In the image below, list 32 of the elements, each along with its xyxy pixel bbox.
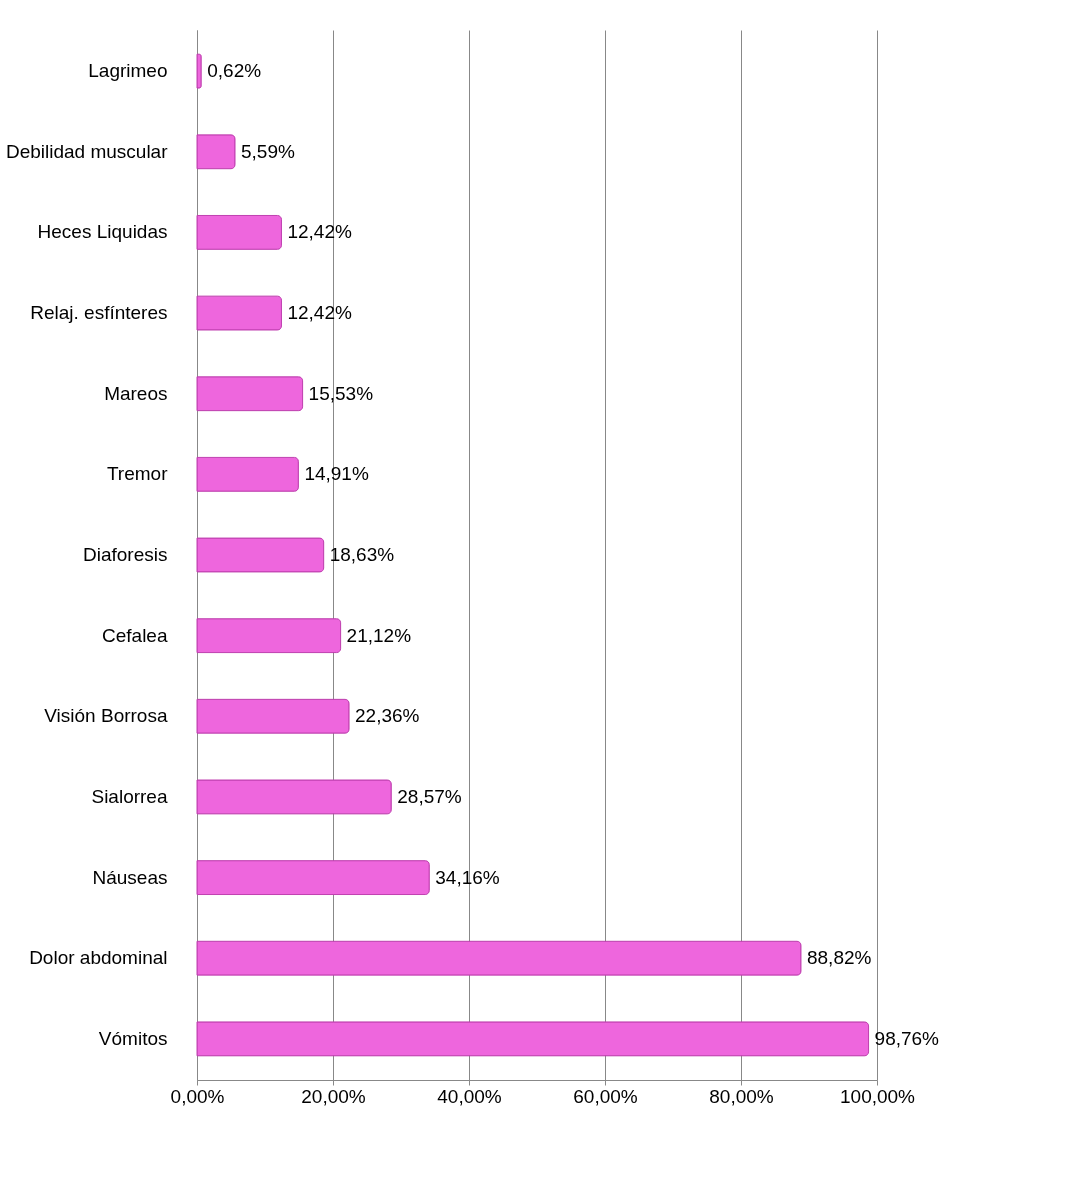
x-tick-label: 40,00% <box>437 1085 502 1107</box>
y-tick-label: Sialorrea <box>91 785 168 807</box>
data-label: 14,91% <box>304 463 369 485</box>
x-tick-label: 80,00% <box>709 1085 774 1107</box>
y-tick-label: Diaforesis <box>83 544 168 565</box>
data-label: 98,76% <box>874 1027 940 1049</box>
y-tick-label: Cefalea <box>102 624 168 646</box>
data-label: 18,63% <box>329 544 395 565</box>
y-tick-label: Dolor abdominal <box>29 947 168 969</box>
y-tick-label: Relaj. esfínteres <box>30 302 168 324</box>
y-tick-label: Debilidad muscular <box>5 140 169 162</box>
y-tick-label: Mareos <box>104 382 168 404</box>
y-tick-label: Tremor <box>106 463 169 485</box>
x-tick-label: 60,00% <box>573 1085 638 1107</box>
data-label: 12,42% <box>287 221 352 243</box>
data-label: 28,57% <box>397 785 462 807</box>
y-tick-label: Vómitos <box>98 1027 168 1049</box>
y-tick-label: Náuseas <box>92 866 168 888</box>
y-tick-label: Visión Borrosa <box>44 705 168 727</box>
x-tick-label: 100,00% <box>839 1085 916 1107</box>
data-label: 15,53% <box>308 382 374 404</box>
x-tick-label: 0,00% <box>170 1085 225 1107</box>
data-label: 34,16% <box>435 866 500 888</box>
y-tick-label: Lagrimeo <box>88 60 168 82</box>
y-tick-label: Heces Liquidas <box>37 221 168 243</box>
data-label: 21,12% <box>346 624 412 646</box>
data-label: 12,42% <box>287 302 352 324</box>
data-label: 0,62% <box>207 60 262 82</box>
data-label: 5,59% <box>241 140 295 162</box>
data-label: 88,82% <box>806 947 872 969</box>
data-label: 22,36% <box>355 705 420 727</box>
x-tick-label: 20,00% <box>301 1085 366 1107</box>
